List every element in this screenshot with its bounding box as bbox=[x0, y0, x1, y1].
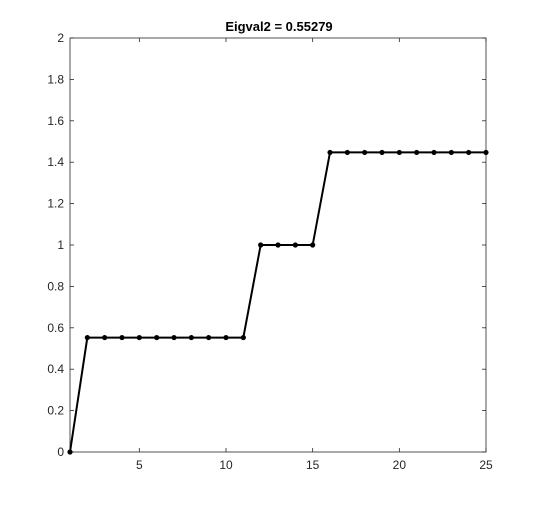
x-tick-label: 25 bbox=[479, 458, 493, 472]
x-tick-label: 5 bbox=[136, 458, 143, 472]
data-point bbox=[275, 242, 281, 248]
y-tick-label: 1.2 bbox=[47, 197, 64, 211]
data-point bbox=[171, 334, 177, 341]
y-tick-label: 0.8 bbox=[47, 279, 64, 293]
axes bbox=[69, 37, 487, 453]
data-point bbox=[223, 334, 229, 341]
data-point bbox=[84, 334, 90, 341]
data-point bbox=[136, 334, 142, 341]
y-tick-label: 0.2 bbox=[47, 404, 64, 418]
y-tick-label: 0.4 bbox=[47, 362, 64, 376]
y-tick-label: 1.6 bbox=[47, 114, 64, 128]
data-point bbox=[344, 149, 350, 156]
data-point bbox=[362, 149, 368, 156]
data-point bbox=[327, 149, 333, 156]
chart-title: Eigval2 = 0.55279 bbox=[225, 19, 332, 34]
y-tick-label: 1 bbox=[57, 238, 64, 252]
series-line-path bbox=[69, 151, 486, 453]
data-point bbox=[67, 449, 73, 455]
y-tick-label: 1.8 bbox=[47, 72, 64, 86]
data-point bbox=[102, 334, 108, 341]
y-tick-label: 0 bbox=[57, 445, 64, 459]
data-point bbox=[396, 149, 402, 156]
data-point bbox=[292, 242, 298, 248]
data-point bbox=[483, 149, 489, 156]
y-tick-label: 0.6 bbox=[47, 321, 64, 335]
y-tick-label: 2 bbox=[57, 31, 64, 45]
data-point bbox=[310, 242, 316, 248]
data-point bbox=[379, 149, 385, 156]
data-point bbox=[154, 334, 160, 341]
data-point bbox=[240, 334, 246, 341]
data-point bbox=[206, 334, 212, 341]
data-point bbox=[119, 334, 125, 341]
data-point bbox=[258, 242, 264, 248]
x-tick-label: 15 bbox=[306, 458, 320, 472]
data-point bbox=[414, 149, 420, 156]
series-markers bbox=[67, 149, 489, 455]
y-tick-label: 1.4 bbox=[47, 155, 64, 169]
tick-labels: 00.20.40.60.811.21.41.61.825 10 15 20 25 bbox=[47, 31, 493, 472]
data-point bbox=[466, 149, 472, 156]
data-point bbox=[188, 334, 194, 341]
data-point bbox=[448, 149, 454, 156]
series-line bbox=[69, 151, 486, 453]
x-tick-label: 10 bbox=[219, 458, 233, 472]
data-point bbox=[431, 149, 437, 156]
x-tick-label: 20 bbox=[393, 458, 407, 472]
